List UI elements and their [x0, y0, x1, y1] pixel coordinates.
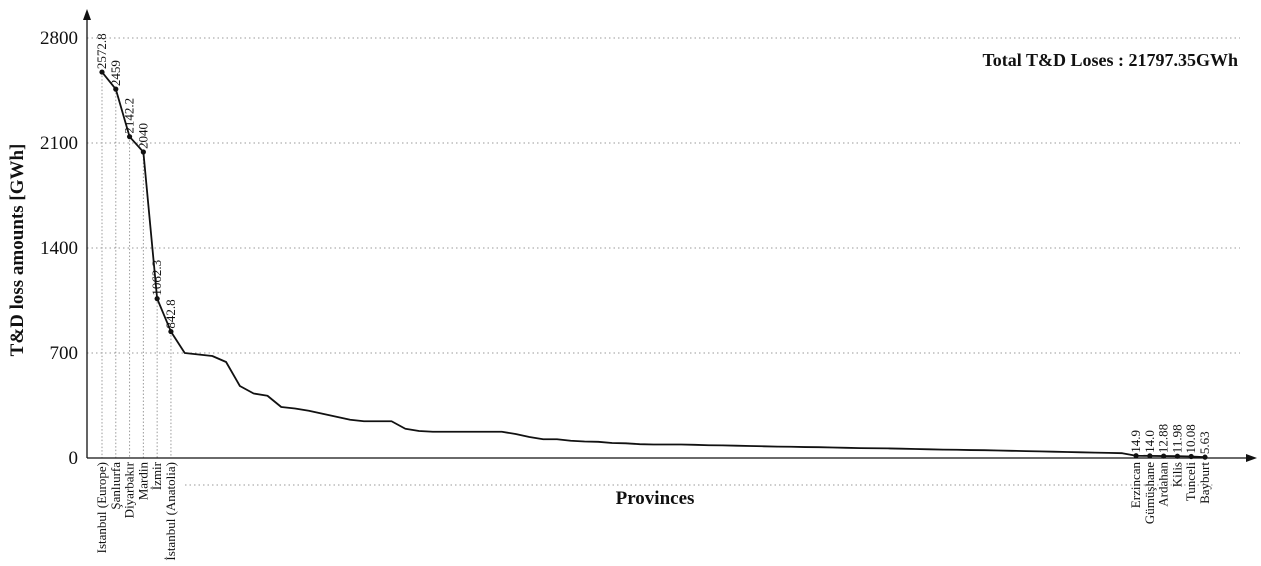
- data-point: [113, 86, 119, 92]
- data-label: 1062.3: [149, 260, 164, 296]
- province-labels: Istanbul (Europe)ŞanlıurfaDiyarbakırMard…: [94, 461, 1212, 560]
- data-point: [1202, 454, 1208, 460]
- y-tick-label: 2800: [40, 28, 78, 49]
- data-point: [140, 149, 146, 155]
- data-label: 10.08: [1183, 424, 1198, 453]
- point-markers: [99, 69, 1208, 460]
- data-point: [1161, 453, 1167, 459]
- data-point: [168, 328, 174, 335]
- y-axis-title: T&D loss amounts [GWh]: [7, 144, 28, 357]
- data-point: [99, 69, 105, 75]
- province-label: Kilis: [1169, 462, 1184, 487]
- data-label: 2040: [135, 123, 150, 149]
- province-label: Ardahan: [1156, 462, 1171, 507]
- data-label: 2572.8: [94, 33, 109, 69]
- data-label: 5.63: [1197, 431, 1212, 454]
- province-label: Tunceli: [1183, 462, 1198, 502]
- province-label: Gümüşhane: [1142, 462, 1157, 524]
- province-label: Şanlıurfa: [108, 462, 123, 510]
- province-label: İzmir: [149, 461, 164, 490]
- province-label: Istanbul (Europe): [94, 462, 109, 553]
- data-label: 842.8: [163, 299, 178, 328]
- province-drop-lines: [101, 72, 172, 458]
- value-labels: 2572.824592142.220401062.3842.814.914.01…: [94, 33, 1212, 454]
- grid-lines: [87, 37, 1240, 486]
- province-label: Erzincan: [1128, 462, 1143, 509]
- total-losses-annotation: Total T&D Loses : 21797.35GWh: [982, 50, 1238, 70]
- x-axis-title: Provinces: [616, 488, 695, 509]
- data-point: [126, 134, 133, 140]
- axes: [83, 9, 1257, 462]
- data-point: [1174, 453, 1181, 459]
- data-label: 11.98: [1169, 424, 1184, 453]
- province-label: Bayburt: [1197, 462, 1212, 504]
- data-point: [1133, 453, 1139, 459]
- data-label: 2142.2: [122, 98, 137, 134]
- data-point: [1188, 453, 1194, 460]
- data-label: 14.0: [1142, 430, 1157, 453]
- data-point: [154, 296, 160, 302]
- data-label: 14.9: [1128, 430, 1143, 453]
- province-label: Mardin: [135, 462, 150, 501]
- series-line-loss: [101, 71, 1206, 459]
- province-label: Diyarbakır: [122, 461, 137, 518]
- y-tick-label: 700: [50, 343, 79, 364]
- y-tick-label: 1400: [40, 238, 78, 259]
- y-tick-label: 2100: [40, 133, 78, 154]
- y-axis-arrow: [83, 9, 91, 20]
- data-label: 2459: [108, 60, 123, 86]
- province-label: İstanbul (Anatolia): [163, 462, 178, 561]
- data-point: [1147, 453, 1153, 459]
- data-label: 12.88: [1156, 424, 1171, 453]
- y-tick-labels: 0 700 1400 2100 2800: [40, 28, 78, 469]
- y-tick-label: 0: [69, 448, 79, 469]
- x-axis-arrow: [1246, 454, 1257, 462]
